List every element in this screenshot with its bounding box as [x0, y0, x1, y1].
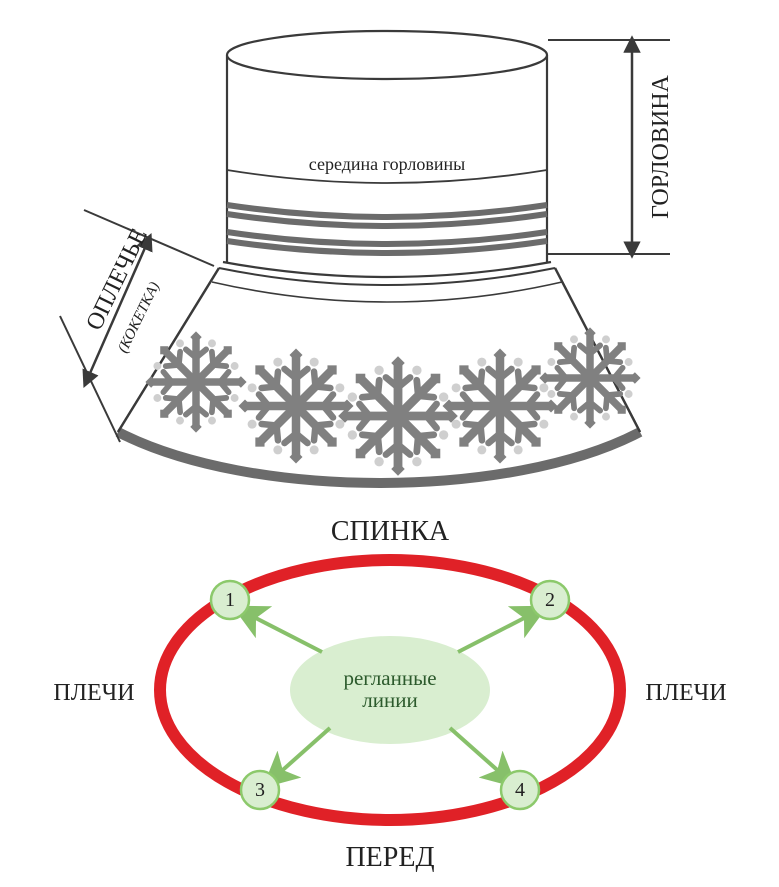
label-gorlovina: ГОРЛОВИНА	[648, 74, 674, 218]
node-label-4: 4	[515, 779, 525, 801]
snowflake-motif	[239, 349, 354, 464]
node-label-3: 3	[255, 779, 265, 801]
snowflake-motif	[338, 356, 458, 476]
diagram-stage: середина горловиныГОРЛОВИНАОПЛЕЧЬЕ(КОКЕТ…	[0, 0, 779, 887]
raglan-arrow	[248, 614, 322, 652]
node-label-2: 2	[545, 589, 555, 611]
snowflake-motif	[443, 349, 558, 464]
diagram-svg: середина горловиныГОРЛОВИНАОПЛЕЧЬЕ(КОКЕТ…	[0, 0, 779, 887]
label-plechi-right: ПЛЕЧИ	[645, 680, 726, 706]
node-label-1: 1	[225, 589, 235, 611]
snowflake-motif	[539, 327, 640, 428]
label-plechi-left: ПЛЕЧИ	[53, 680, 134, 706]
raglan-arrow	[458, 614, 532, 652]
label-pered: ПЕРЕД	[345, 842, 434, 873]
snowflake-motif	[145, 331, 246, 432]
raglan-arrow	[276, 728, 330, 776]
label-seredina-gorloviny: середина горловины	[309, 154, 465, 174]
raglan-arrow	[450, 728, 504, 776]
label-spinka: СПИНКА	[331, 516, 450, 547]
